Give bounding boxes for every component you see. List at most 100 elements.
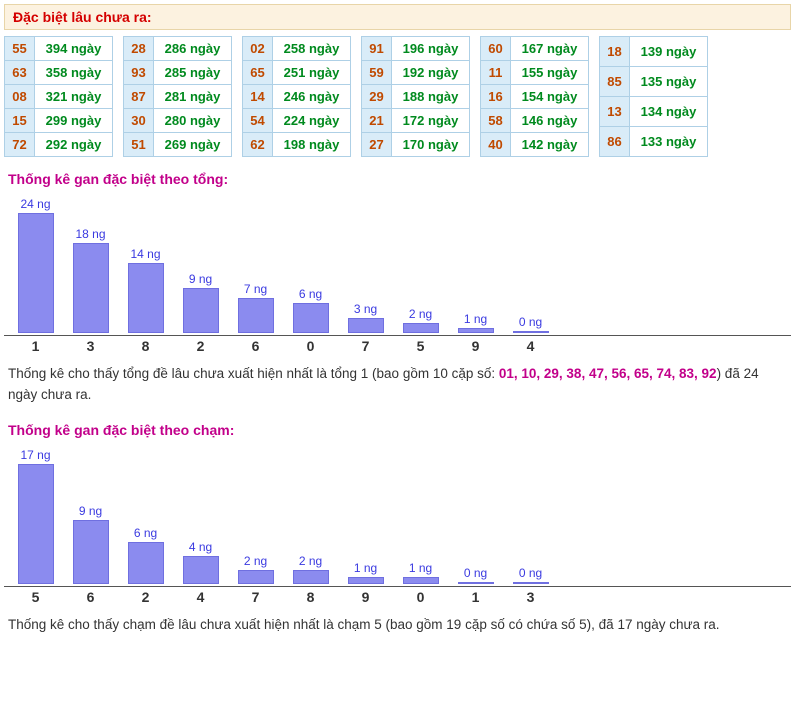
table-row: 86133 ngày xyxy=(600,127,708,157)
number-cell: 18 xyxy=(600,37,630,67)
days-cell: 224 ngày xyxy=(273,109,351,133)
table-row: 65251 ngày xyxy=(243,61,351,85)
days-cell: 135 ngày xyxy=(630,67,708,97)
table-row: 27170 ngày xyxy=(362,133,470,157)
days-cell: 134 ngày xyxy=(630,97,708,127)
number-cell: 59 xyxy=(362,61,392,85)
number-table: 18139 ngày85135 ngày13134 ngày86133 ngày xyxy=(599,36,708,157)
days-cell: 269 ngày xyxy=(154,133,232,157)
axis-label: 1 xyxy=(8,336,63,354)
bar-fill xyxy=(18,213,54,333)
desc1-highlight: 01, 10, 29, 38, 47, 56, 65, 74, 83, 92 xyxy=(499,366,717,381)
table-row: 59192 ngày xyxy=(362,61,470,85)
bar-fill xyxy=(458,582,494,584)
number-cell: 11 xyxy=(481,61,511,85)
bar-column: 9 ng xyxy=(63,504,118,584)
bar-fill xyxy=(348,577,384,584)
chart2: 17 ng9 ng6 ng4 ng2 ng2 ng1 ng1 ng0 ng0 n… xyxy=(4,444,791,584)
chart1: 24 ng18 ng14 ng9 ng7 ng6 ng3 ng2 ng1 ng0… xyxy=(4,193,791,333)
days-cell: 285 ngày xyxy=(154,61,232,85)
days-cell: 394 ngày xyxy=(35,37,113,61)
chart2-description: Thống kê cho thấy chạm đề lâu chưa xuất … xyxy=(8,615,787,636)
days-cell: 251 ngày xyxy=(273,61,351,85)
number-cell: 13 xyxy=(600,97,630,127)
days-cell: 142 ngày xyxy=(511,133,589,157)
number-cell: 62 xyxy=(243,133,273,157)
number-cell: 87 xyxy=(124,85,154,109)
table-row: 60167 ngày xyxy=(481,37,589,61)
days-cell: 192 ngày xyxy=(392,61,470,85)
table-row: 08321 ngày xyxy=(5,85,113,109)
bar-fill xyxy=(403,323,439,333)
bar-value-label: 9 ng xyxy=(79,504,102,518)
days-cell: 172 ngày xyxy=(392,109,470,133)
number-cell: 93 xyxy=(124,61,154,85)
number-cell: 85 xyxy=(600,67,630,97)
number-cell: 51 xyxy=(124,133,154,157)
number-cell: 08 xyxy=(5,85,35,109)
days-cell: 286 ngày xyxy=(154,37,232,61)
bar-value-label: 0 ng xyxy=(519,315,542,329)
table-row: 72292 ngày xyxy=(5,133,113,157)
bar-column: 2 ng xyxy=(228,554,283,584)
bar-value-label: 6 ng xyxy=(299,287,322,301)
table-row: 93285 ngày xyxy=(124,61,232,85)
bar-value-label: 9 ng xyxy=(189,272,212,286)
table-row: 40142 ngày xyxy=(481,133,589,157)
axis-label: 0 xyxy=(393,587,448,605)
bar-column: 3 ng xyxy=(338,302,393,333)
bar-column: 9 ng xyxy=(173,272,228,333)
table-row: 30280 ngày xyxy=(124,109,232,133)
bar-fill xyxy=(183,288,219,333)
bar-value-label: 1 ng xyxy=(409,561,432,575)
bar-column: 1 ng xyxy=(338,561,393,584)
axis-label: 7 xyxy=(228,587,283,605)
header-bar: Đặc biệt lâu chưa ra: xyxy=(4,4,791,30)
bar-column: 0 ng xyxy=(448,566,503,584)
bar-column: 4 ng xyxy=(173,540,228,584)
table-row: 62198 ngày xyxy=(243,133,351,157)
bar-fill xyxy=(128,542,164,584)
number-cell: 29 xyxy=(362,85,392,109)
number-cell: 60 xyxy=(481,37,511,61)
axis-label: 8 xyxy=(283,587,338,605)
table-row: 13134 ngày xyxy=(600,97,708,127)
days-cell: 170 ngày xyxy=(392,133,470,157)
days-cell: 299 ngày xyxy=(35,109,113,133)
days-cell: 321 ngày xyxy=(35,85,113,109)
days-cell: 139 ngày xyxy=(630,37,708,67)
table-row: 91196 ngày xyxy=(362,37,470,61)
days-cell: 258 ngày xyxy=(273,37,351,61)
number-cell: 30 xyxy=(124,109,154,133)
axis-label: 5 xyxy=(393,336,448,354)
axis-label: 8 xyxy=(118,336,173,354)
bar-column: 0 ng xyxy=(503,315,558,333)
axis-label: 7 xyxy=(338,336,393,354)
table-row: 63358 ngày xyxy=(5,61,113,85)
days-cell: 246 ngày xyxy=(273,85,351,109)
bar-column: 1 ng xyxy=(448,312,503,333)
number-cell: 28 xyxy=(124,37,154,61)
axis-label: 5 xyxy=(8,587,63,605)
axis-label: 3 xyxy=(63,336,118,354)
number-cell: 55 xyxy=(5,37,35,61)
days-cell: 167 ngày xyxy=(511,37,589,61)
bar-value-label: 2 ng xyxy=(244,554,267,568)
bar-fill xyxy=(18,464,54,584)
table-row: 29188 ngày xyxy=(362,85,470,109)
days-cell: 280 ngày xyxy=(154,109,232,133)
number-table: 91196 ngày59192 ngày29188 ngày21172 ngày… xyxy=(361,36,470,157)
chart1-title: Thống kê gan đặc biệt theo tổng: xyxy=(8,171,791,187)
table-row: 02258 ngày xyxy=(243,37,351,61)
chart1-description: Thống kê cho thấy tổng đề lâu chưa xuất … xyxy=(8,364,787,406)
bar-fill xyxy=(293,303,329,333)
bar-value-label: 0 ng xyxy=(464,566,487,580)
bar-value-label: 7 ng xyxy=(244,282,267,296)
bar-fill xyxy=(73,243,109,333)
number-table: 28286 ngày93285 ngày87281 ngày30280 ngày… xyxy=(123,36,232,157)
axis-label: 2 xyxy=(118,587,173,605)
bar-value-label: 3 ng xyxy=(354,302,377,316)
axis-label: 2 xyxy=(173,336,228,354)
table-row: 87281 ngày xyxy=(124,85,232,109)
desc1-pre: Thống kê cho thấy tổng đề lâu chưa xuất … xyxy=(8,366,499,381)
